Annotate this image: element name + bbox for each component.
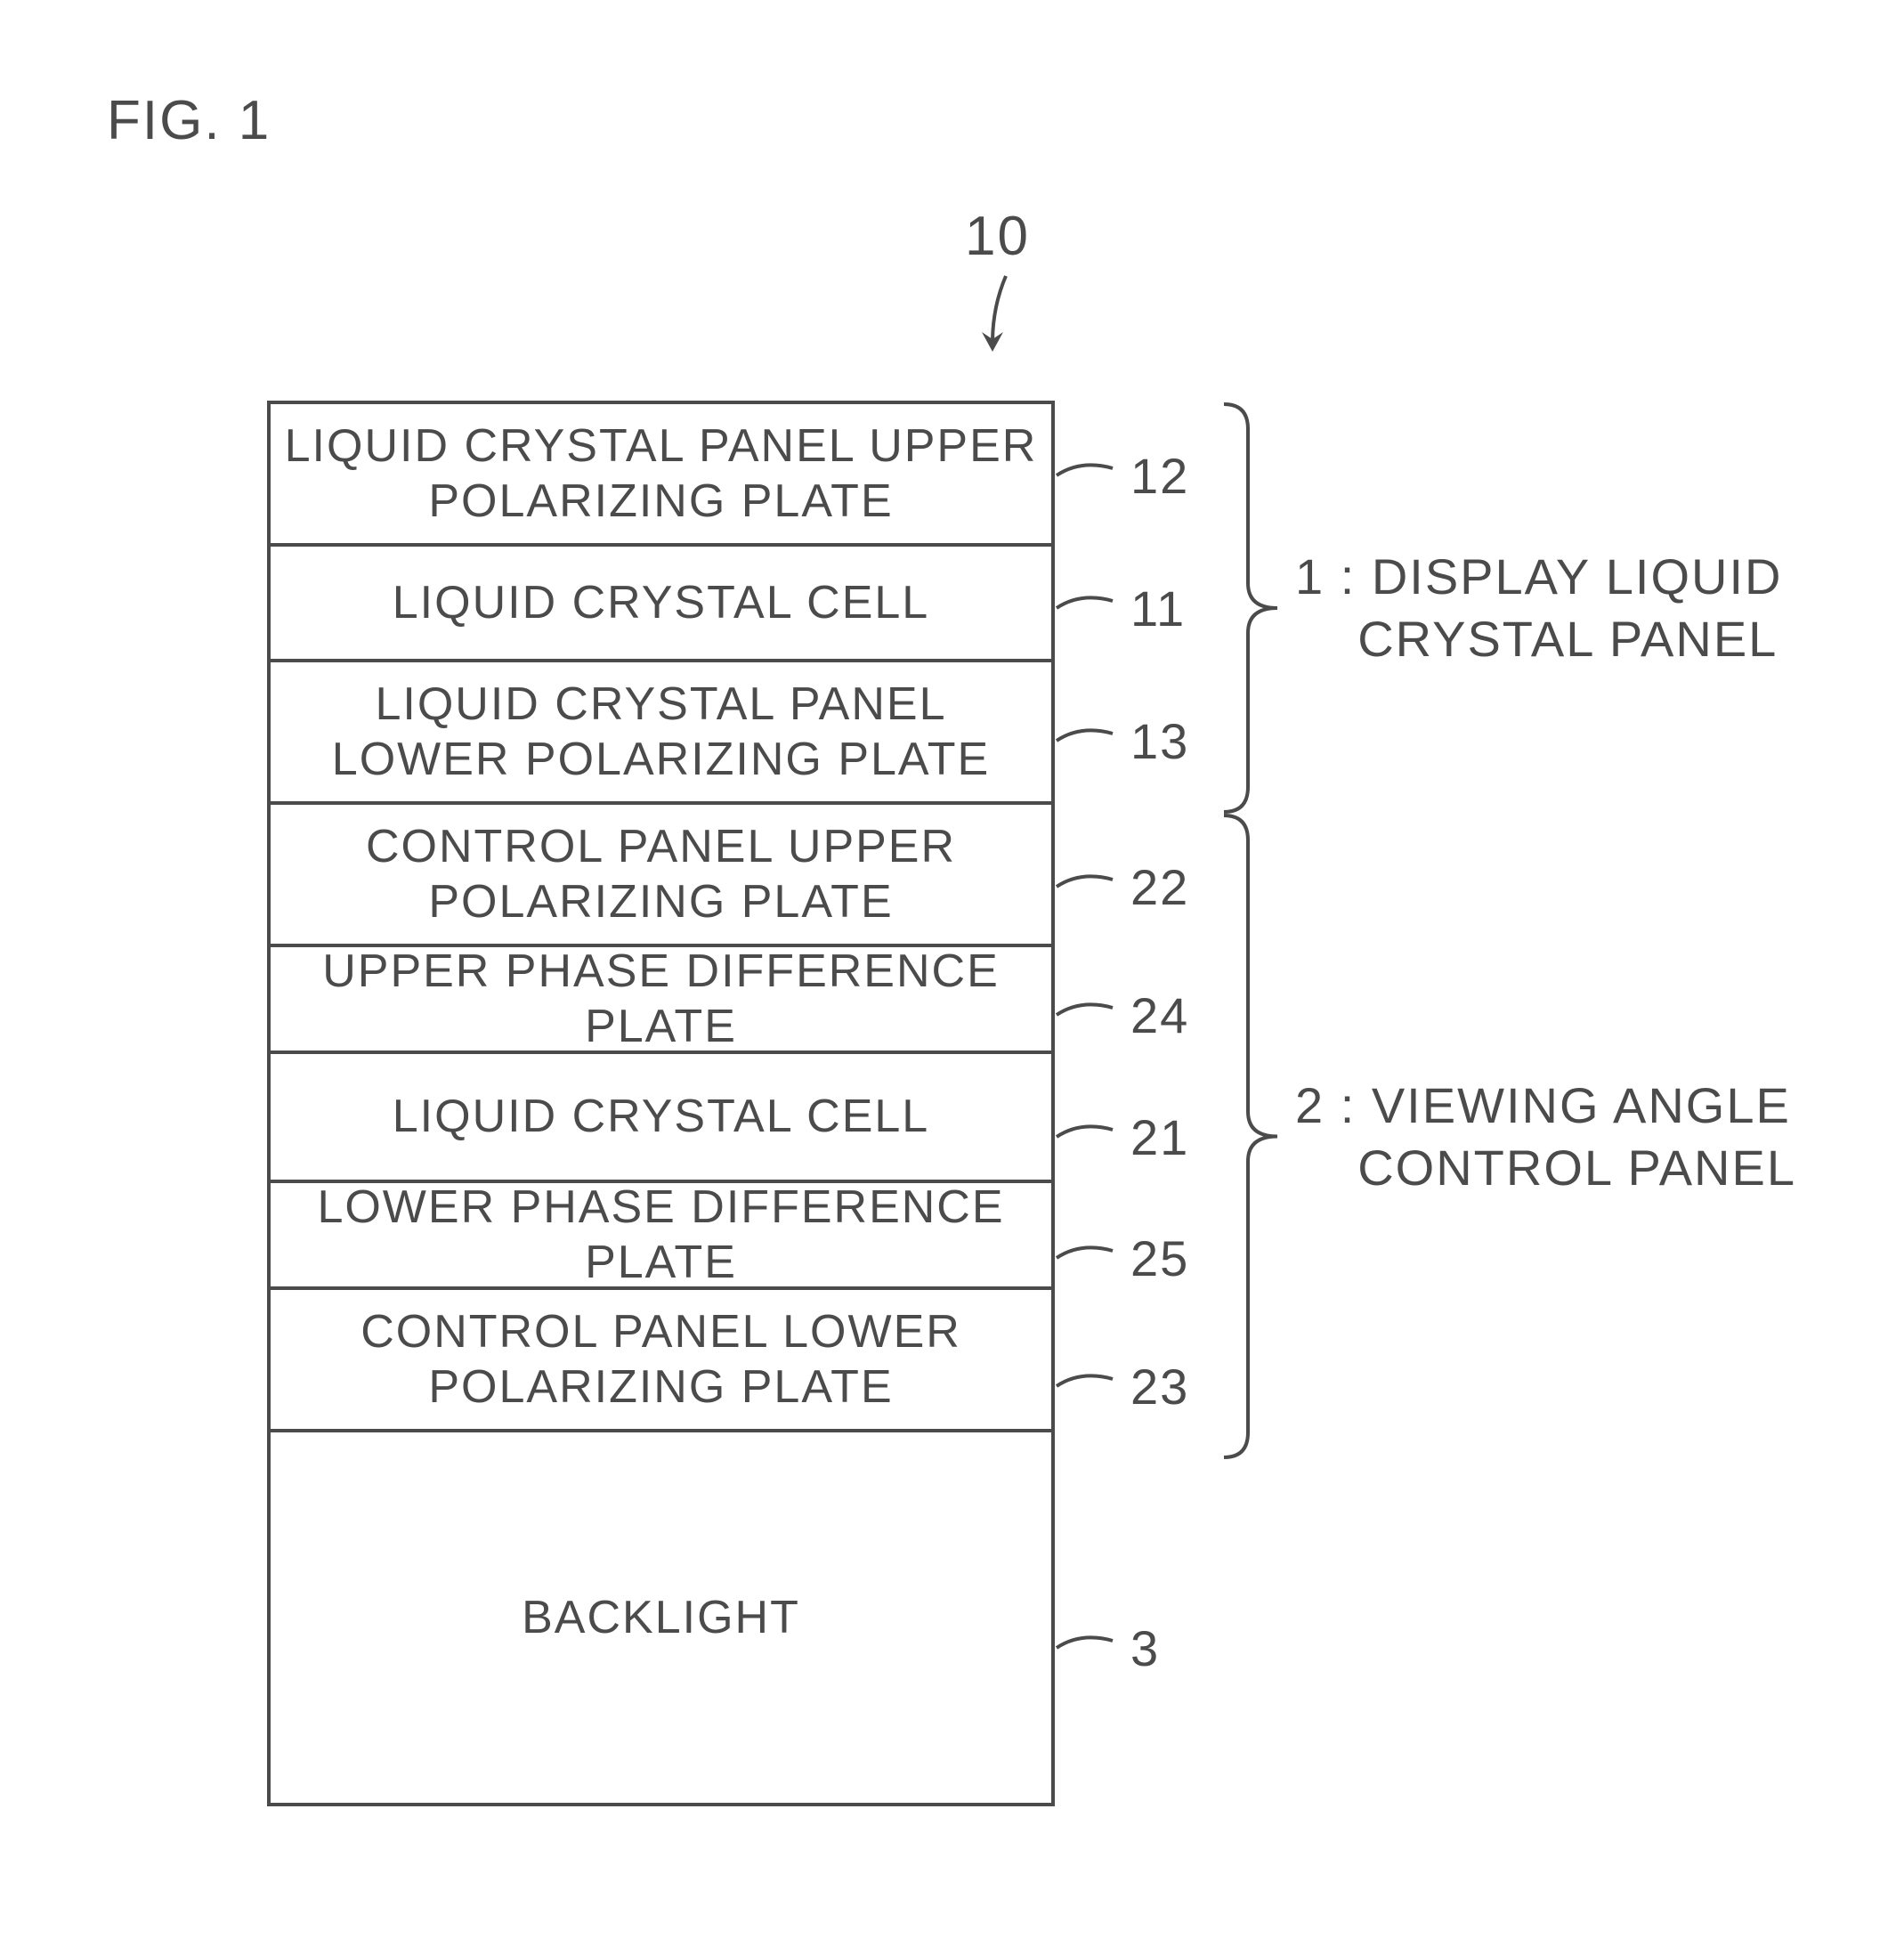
- lead-line-12: [1055, 458, 1122, 493]
- group-label-g2: 2 : VIEWING ANGLE CONTROL PANEL: [1295, 1075, 1796, 1199]
- group-brace-g1: [1219, 400, 1282, 816]
- layer-ref-23: 23: [1130, 1358, 1189, 1416]
- assembly-reference-number: 10: [965, 205, 1030, 268]
- layer-ref-21: 21: [1130, 1108, 1189, 1166]
- group-brace-g2: [1219, 811, 1282, 1462]
- layer-24: UPPER PHASE DIFFERENCE PLATE: [271, 947, 1051, 1054]
- figure-title: FIG. 1: [107, 89, 271, 152]
- layer-stack: LIQUID CRYSTAL PANEL UPPER POLARIZING PL…: [267, 401, 1055, 1806]
- layer-12: LIQUID CRYSTAL PANEL UPPER POLARIZING PL…: [271, 404, 1051, 547]
- down-arrow-icon: [970, 272, 1024, 361]
- layer-25: LOWER PHASE DIFFERENCE PLATE: [271, 1183, 1051, 1290]
- lead-line-22: [1055, 869, 1122, 904]
- figure-page: FIG. 1 10 LIQUID CRYSTAL PANEL UPPER POL…: [0, 0, 1904, 1955]
- lead-line-13: [1055, 723, 1122, 758]
- lead-line-3: [1055, 1630, 1122, 1666]
- layer-23: CONTROL PANEL LOWER POLARIZING PLATE: [271, 1290, 1051, 1432]
- lead-line-25: [1055, 1240, 1122, 1276]
- assembly-reference: 10: [965, 205, 1030, 361]
- lead-line-21: [1055, 1119, 1122, 1155]
- layer-3: BACKLIGHT: [271, 1432, 1051, 1806]
- lead-line-24: [1055, 997, 1122, 1033]
- layer-ref-11: 11: [1130, 580, 1186, 637]
- layer-ref-3: 3: [1130, 1619, 1160, 1677]
- layer-13: LIQUID CRYSTAL PANEL LOWER POLARIZING PL…: [271, 662, 1051, 805]
- lead-line-11: [1055, 590, 1122, 626]
- layer-ref-12: 12: [1130, 447, 1189, 505]
- layer-ref-13: 13: [1130, 712, 1189, 770]
- lead-line-23: [1055, 1368, 1122, 1404]
- layer-22: CONTROL PANEL UPPER POLARIZING PLATE: [271, 805, 1051, 947]
- layer-11: LIQUID CRYSTAL CELL: [271, 547, 1051, 662]
- layer-ref-22: 22: [1130, 858, 1189, 916]
- layer-ref-24: 24: [1130, 986, 1189, 1044]
- group-label-g1: 1 : DISPLAY LIQUID CRYSTAL PANEL: [1295, 546, 1782, 670]
- layer-ref-25: 25: [1130, 1229, 1189, 1287]
- layer-21: LIQUID CRYSTAL CELL: [271, 1054, 1051, 1183]
